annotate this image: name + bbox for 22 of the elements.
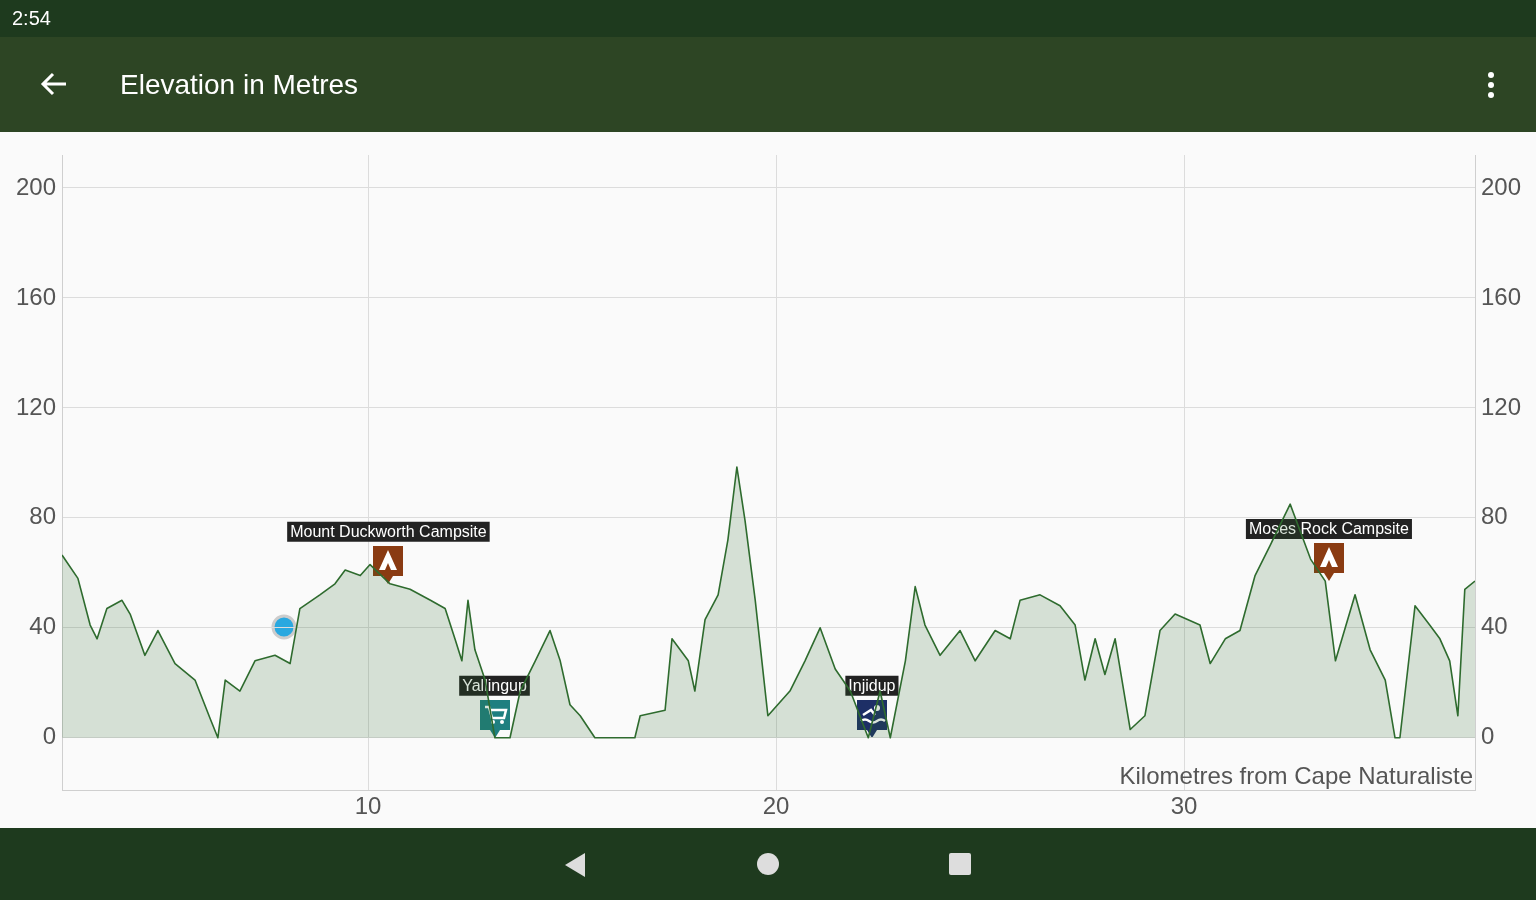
annotation: Yallingup	[462, 677, 527, 695]
y2-tick-label: 200	[1481, 172, 1522, 200]
y-tick-label: 160	[15, 282, 56, 310]
x-axis-title: Kilometres from Cape Naturaliste	[1119, 761, 1473, 789]
x-tick-label: 20	[762, 792, 790, 820]
y-tick-label: 80	[29, 502, 56, 530]
chart-title: Elevation in Metres	[120, 69, 359, 101]
y-tick-label: 120	[15, 392, 56, 420]
text: 2:54	[12, 7, 51, 30]
x-tick-label: 30	[1170, 792, 1198, 820]
y-tick-label: 200	[15, 172, 56, 200]
y2-tick-label: 160	[1481, 282, 1522, 310]
y-tick-label: 40	[29, 612, 56, 640]
y2-tick-label: 0	[1481, 722, 1495, 750]
y2-tick-label: 40	[1481, 612, 1508, 640]
annotation: Injidup	[848, 677, 896, 695]
y2-tick-label: 120	[1481, 392, 1522, 420]
y2-tick-label: 80	[1481, 502, 1508, 530]
annotation: Mount Duckworth Campsite	[290, 523, 487, 541]
annotation: Moses Rock Campsite	[1248, 520, 1410, 538]
y-tick-label: 0	[42, 722, 56, 750]
x-tick-label: 10	[354, 792, 382, 820]
